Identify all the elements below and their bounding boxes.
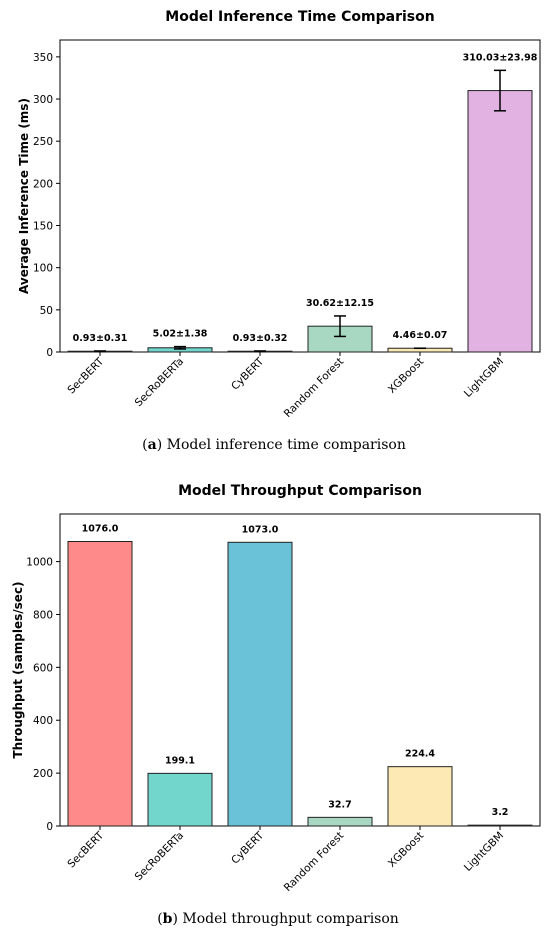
y-tick-label: 200 bbox=[33, 178, 53, 190]
x-tick-label: CyBERT bbox=[229, 829, 266, 866]
data-label: 3.2 bbox=[492, 807, 509, 818]
bar bbox=[307, 816, 373, 827]
x-tick-label: Random Forest bbox=[282, 830, 346, 894]
throughput-chart: Model Throughput Comparison Throughput (… bbox=[11, 483, 541, 894]
bar bbox=[387, 766, 453, 827]
x-tick-label: SecRoBERTa bbox=[133, 356, 186, 409]
y-tick-label: 400 bbox=[33, 715, 53, 727]
y-tick-label: 800 bbox=[33, 609, 53, 621]
y-tick-label: 200 bbox=[33, 768, 53, 780]
x-tick-label: LightGBM bbox=[462, 356, 506, 400]
x-tick-label: XGBoost bbox=[386, 356, 426, 396]
plot-area bbox=[59, 513, 541, 827]
y-tick-label: 1000 bbox=[26, 557, 53, 569]
data-label: 310.03±23.98 bbox=[463, 52, 538, 63]
data-label: 30.62±12.15 bbox=[306, 298, 374, 309]
plot-area bbox=[59, 39, 541, 353]
x-tick-label: SecBERT bbox=[65, 829, 106, 870]
data-label: 0.93±0.31 bbox=[73, 333, 128, 344]
bar bbox=[467, 824, 533, 827]
x-tick-label: LightGBM bbox=[462, 830, 506, 874]
data-label: 5.02±1.38 bbox=[153, 329, 208, 340]
caption-label: b bbox=[163, 911, 173, 927]
y-tick-label: 0 bbox=[46, 347, 53, 359]
bars-group: 0 200 400 600 800 1000 1076.0 SecBERT 199.1 SecRo… bbox=[26, 523, 533, 894]
x-tick-label: Random Forest bbox=[282, 356, 346, 420]
data-label: 199.1 bbox=[165, 755, 195, 766]
bar bbox=[67, 540, 133, 827]
chart-title: Model Inference Time Comparison bbox=[165, 9, 434, 25]
y-tick-label: 300 bbox=[33, 94, 53, 106]
data-label: 1073.0 bbox=[242, 524, 279, 535]
y-tick-label: 250 bbox=[33, 136, 53, 148]
data-label: 32.7 bbox=[328, 799, 351, 810]
caption-b: (b) Model throughput comparison bbox=[157, 911, 399, 927]
bar bbox=[227, 541, 293, 827]
x-tick-label: SecRoBERTa bbox=[133, 830, 186, 883]
data-label: 1076.0 bbox=[82, 523, 119, 534]
x-tick-label: SecBERT bbox=[65, 355, 106, 396]
caption-text: Model throughput comparison bbox=[182, 911, 398, 927]
y-axis-label: Throughput (samples/sec) bbox=[11, 581, 25, 758]
data-label: 0.93±0.32 bbox=[233, 333, 288, 344]
inference-time-chart: Model Inference Time Comparison Average … bbox=[17, 9, 541, 420]
y-tick-label: 50 bbox=[40, 305, 53, 317]
caption-label: a bbox=[148, 437, 157, 453]
x-tick-label: CyBERT bbox=[229, 355, 266, 392]
data-label: 4.46±0.07 bbox=[393, 330, 448, 341]
y-tick-label: 0 bbox=[46, 821, 53, 833]
y-tick-label: 350 bbox=[33, 52, 53, 64]
y-tick-label: 100 bbox=[33, 263, 53, 275]
bar bbox=[467, 90, 533, 353]
x-tick-label: XGBoost bbox=[386, 830, 426, 870]
bars-group: 0 50 100 150 200 250 300 350 0.93±0.31 SecBERT 5.0… bbox=[33, 52, 538, 420]
y-tick-label: 150 bbox=[33, 221, 53, 233]
y-tick-label: 600 bbox=[33, 662, 53, 674]
caption-text: Model inference time comparison bbox=[167, 437, 406, 453]
y-axis-label: Average Inference Time (ms) bbox=[17, 98, 31, 294]
data-label: 224.4 bbox=[405, 749, 435, 760]
bar bbox=[147, 772, 213, 827]
caption-a: (a) Model inference time comparison bbox=[142, 437, 406, 453]
chart-title: Model Throughput Comparison bbox=[178, 483, 422, 499]
